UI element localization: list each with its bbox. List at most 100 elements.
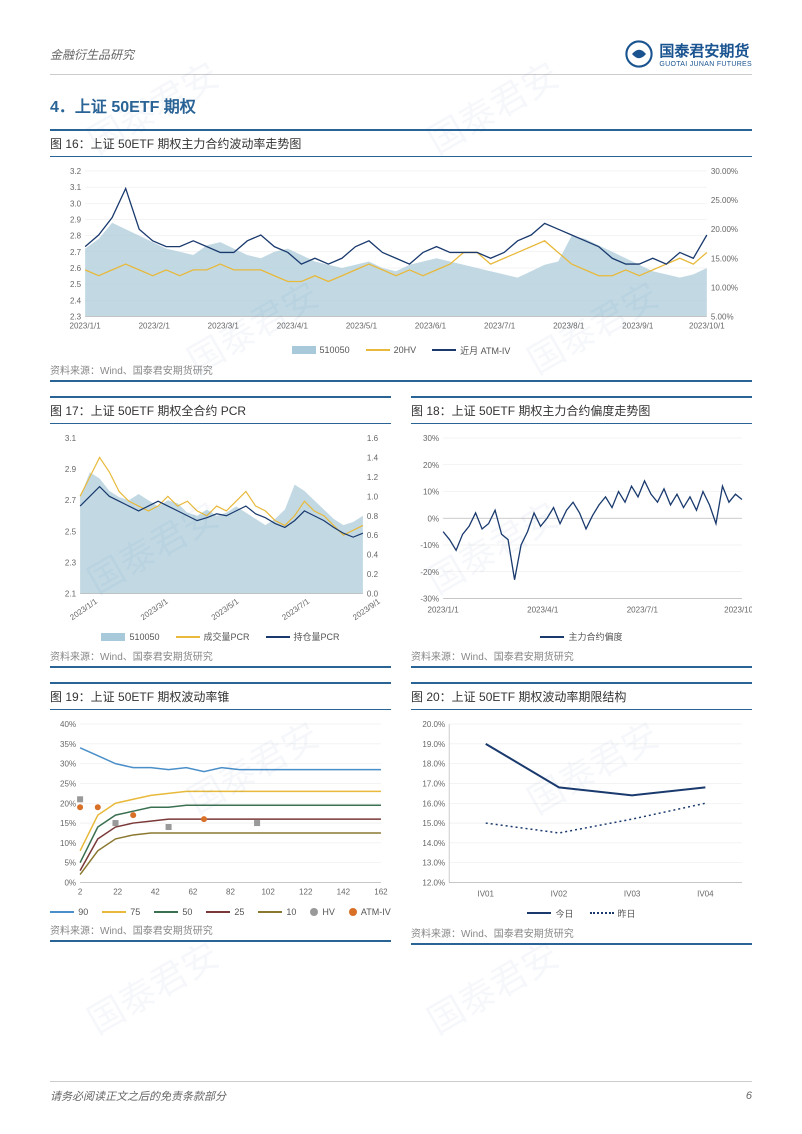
company-logo: 国泰君安期货 GUOTAI JUNAN FUTURES: [625, 40, 752, 68]
chart-17-container: 图 17：上证 50ETF 期权全合约 PCR 2.12.32.52.72.93…: [50, 396, 391, 669]
svg-text:-10%: -10%: [420, 541, 439, 550]
svg-text:142: 142: [337, 888, 351, 897]
svg-text:2.7: 2.7: [70, 248, 82, 257]
svg-text:20.0%: 20.0%: [422, 720, 445, 729]
svg-text:42: 42: [151, 888, 160, 897]
svg-text:IV02: IV02: [551, 890, 568, 899]
page-footer: 请务必阅读正文之后的免责条款部分 6: [50, 1081, 752, 1104]
svg-text:102: 102: [261, 888, 275, 897]
svg-text:2.3: 2.3: [70, 312, 82, 321]
svg-text:10.00%: 10.00%: [711, 283, 738, 292]
svg-text:2: 2: [78, 888, 83, 897]
svg-text:25%: 25%: [60, 780, 76, 789]
chart-18-legend: 主力合约偏度: [411, 630, 752, 643]
svg-text:2.5: 2.5: [70, 280, 82, 289]
svg-text:2.5: 2.5: [65, 527, 77, 536]
svg-text:IV01: IV01: [477, 890, 494, 899]
svg-text:3.1: 3.1: [70, 183, 82, 192]
svg-text:10%: 10%: [60, 839, 76, 848]
svg-text:20%: 20%: [423, 460, 439, 469]
svg-text:40%: 40%: [60, 720, 76, 729]
chart-20-container: 图 20：上证 50ETF 期权波动率期限结构 12.0%13.0%14.0%1…: [411, 682, 752, 945]
svg-text:IV04: IV04: [697, 890, 714, 899]
svg-text:2023/1/1: 2023/1/1: [427, 605, 459, 614]
chart-16-legend: 51005020HV近月 ATM-IV: [50, 344, 752, 357]
svg-text:2023/7/1: 2023/7/1: [484, 321, 516, 330]
svg-text:0.4: 0.4: [367, 550, 379, 559]
svg-text:22: 22: [113, 888, 122, 897]
footer-disclaimer: 请务必阅读正文之后的免责条款部分: [50, 1088, 226, 1104]
page-header: 金融衍生品研究 国泰君安期货 GUOTAI JUNAN FUTURES: [50, 40, 752, 75]
svg-text:2023/4/1: 2023/4/1: [277, 321, 309, 330]
svg-text:2023/7/1: 2023/7/1: [627, 605, 659, 614]
svg-text:IV03: IV03: [624, 890, 641, 899]
section-title: 4．上证 50ETF 期权: [50, 93, 752, 117]
svg-text:2023/9/1: 2023/9/1: [622, 321, 654, 330]
header-category: 金融衍生品研究: [50, 46, 134, 63]
svg-text:2.7: 2.7: [65, 496, 77, 505]
chart-17-title: 图 17：上证 50ETF 期权全合约 PCR: [50, 396, 391, 424]
svg-text:25.00%: 25.00%: [711, 196, 738, 205]
chart-19-legend: 9075502510HVATM-IV: [50, 907, 391, 917]
svg-text:2.1: 2.1: [65, 589, 77, 598]
svg-text:30.00%: 30.00%: [711, 167, 738, 176]
chart-19-source: 资料来源：Wind、国泰君安期货研究: [50, 919, 391, 942]
svg-text:0%: 0%: [64, 879, 76, 888]
svg-text:14.0%: 14.0%: [422, 839, 445, 848]
svg-text:2.9: 2.9: [70, 216, 82, 225]
chart-16-source: 资料来源：Wind、国泰君安期货研究: [50, 359, 752, 382]
svg-text:1.4: 1.4: [367, 453, 379, 462]
svg-text:2023/1/1: 2023/1/1: [70, 321, 102, 330]
chart-17-source: 资料来源：Wind、国泰君安期货研究: [50, 645, 391, 668]
svg-text:62: 62: [188, 888, 197, 897]
svg-text:15%: 15%: [60, 819, 76, 828]
svg-text:2023/5/1: 2023/5/1: [346, 321, 378, 330]
svg-text:1.0: 1.0: [367, 492, 379, 501]
svg-text:5%: 5%: [64, 859, 76, 868]
svg-text:2.3: 2.3: [65, 558, 77, 567]
svg-text:5.00%: 5.00%: [711, 312, 734, 321]
chart-20-svg: 12.0%13.0%14.0%15.0%16.0%17.0%18.0%19.0%…: [411, 714, 752, 905]
svg-text:15.0%: 15.0%: [422, 819, 445, 828]
logo-icon: [625, 40, 653, 68]
chart-18-source: 资料来源：Wind、国泰君安期货研究: [411, 645, 752, 668]
svg-text:3.2: 3.2: [70, 167, 82, 176]
svg-text:2023/3/1: 2023/3/1: [208, 321, 240, 330]
svg-text:2023/1/1: 2023/1/1: [68, 596, 99, 622]
svg-text:2023/9/1: 2023/9/1: [351, 596, 382, 622]
svg-text:13.0%: 13.0%: [422, 859, 445, 868]
svg-text:82: 82: [226, 888, 235, 897]
svg-text:0.6: 0.6: [367, 531, 379, 540]
svg-text:18.0%: 18.0%: [422, 760, 445, 769]
svg-text:2023/10/1: 2023/10/1: [724, 605, 752, 614]
svg-text:10%: 10%: [423, 487, 439, 496]
svg-text:2.9: 2.9: [65, 465, 77, 474]
svg-text:-30%: -30%: [420, 594, 439, 603]
footer-page-number: 6: [746, 1090, 752, 1102]
svg-text:2023/6/1: 2023/6/1: [415, 321, 447, 330]
chart-17-svg: 2.12.32.52.72.93.10.00.20.40.60.81.01.21…: [50, 428, 391, 629]
svg-text:162: 162: [374, 888, 388, 897]
svg-text:2023/10/1: 2023/10/1: [689, 321, 725, 330]
svg-text:3.0: 3.0: [70, 199, 82, 208]
chart-18-title: 图 18：上证 50ETF 期权主力合约偏度走势图: [411, 396, 752, 424]
chart-19-svg: 0%5%10%15%20%25%30%35%40%222426282102122…: [50, 714, 391, 905]
svg-text:30%: 30%: [423, 434, 439, 443]
svg-text:15.00%: 15.00%: [711, 254, 738, 263]
svg-text:35%: 35%: [60, 740, 76, 749]
svg-text:12.0%: 12.0%: [422, 879, 445, 888]
chart-18-svg: -30%-20%-10%0%10%20%30%2023/1/12023/4/12…: [411, 428, 752, 629]
chart-20-source: 资料来源：Wind、国泰君安期货研究: [411, 922, 752, 945]
chart-16-title: 图 16：上证 50ETF 期权主力合约波动率走势图: [50, 129, 752, 157]
chart-16-container: 图 16：上证 50ETF 期权主力合约波动率走势图 2.32.42.52.62…: [50, 129, 752, 382]
svg-text:2.4: 2.4: [70, 296, 82, 305]
svg-text:122: 122: [299, 888, 313, 897]
chart-20-legend: 今日昨日: [411, 907, 752, 920]
chart-18-container: 图 18：上证 50ETF 期权主力合约偏度走势图 -30% -20% -10% 0%…: [411, 396, 752, 669]
svg-text:0.8: 0.8: [367, 511, 379, 520]
svg-text:30%: 30%: [60, 760, 76, 769]
svg-text:2023/8/1: 2023/8/1: [553, 321, 585, 330]
svg-text:0%: 0%: [427, 514, 439, 523]
svg-text:-20%: -20%: [420, 567, 439, 576]
svg-text:2023/2/1: 2023/2/1: [139, 321, 171, 330]
